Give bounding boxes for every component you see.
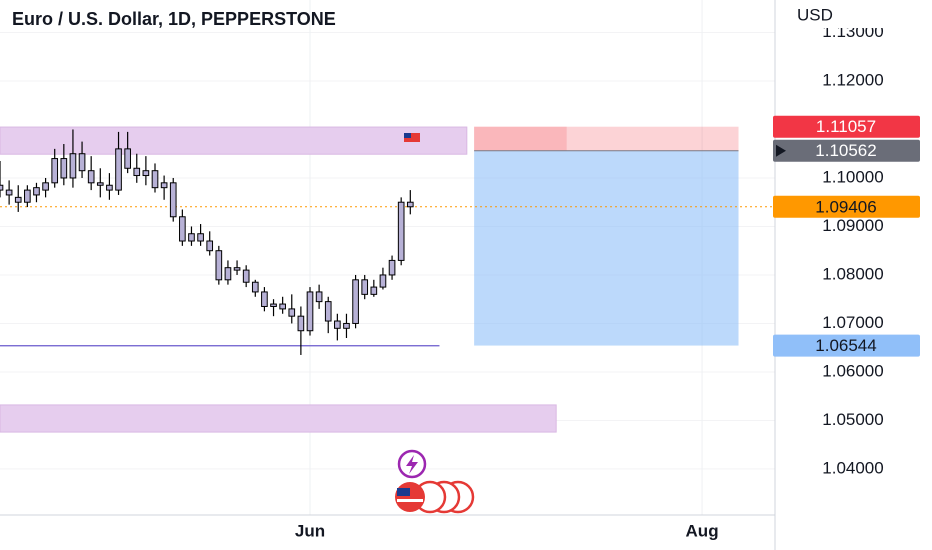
candle-body [397, 201, 405, 261]
target-tag-label: 1.06544 [815, 336, 876, 355]
candle-body [87, 170, 95, 184]
stop-zone-recent [474, 126, 567, 151]
y-tick-label: 1.10000 [822, 167, 883, 186]
candle-body [242, 269, 250, 283]
x-tick-label: Jun [295, 521, 325, 540]
y-tick-label: 1.09000 [822, 216, 883, 235]
candle-body [96, 182, 104, 186]
plot-area [0, 0, 775, 515]
candle-body [406, 201, 414, 208]
candle-body [261, 291, 268, 307]
zone [0, 404, 557, 433]
candle-body [24, 189, 31, 203]
candle-body [233, 267, 241, 271]
candle-body [306, 291, 314, 332]
last-price-tag [773, 195, 920, 218]
candle-body [270, 303, 277, 307]
candle-body [142, 170, 150, 177]
y-tick-label: 1.06000 [822, 361, 883, 380]
price-axis: 1.04000 1.05000 1.06000 1.07000 1.08000 1.090… [773, 22, 920, 477]
last-price-tag-label: 1.09406 [815, 197, 876, 216]
candle-body [352, 279, 359, 324]
axis-header [776, 0, 932, 28]
stop-zone [474, 126, 739, 151]
candle-body [215, 250, 223, 281]
event-icons [395, 133, 475, 514]
candle-body [78, 153, 86, 172]
entry-tag-label: 1.10562 [815, 141, 876, 160]
candle-body [42, 182, 49, 191]
candle-body [169, 182, 177, 218]
y-tick-label: 1.05000 [822, 410, 883, 429]
candle-body [197, 233, 204, 242]
candle-body [279, 303, 286, 310]
candle-body [151, 170, 159, 189]
candle-body [361, 279, 369, 295]
candle-body [5, 189, 13, 196]
candle-body [324, 301, 332, 322]
candle-body [133, 167, 141, 177]
candle-body [14, 196, 22, 203]
candle-body [334, 320, 341, 329]
candle-body [106, 184, 113, 191]
chart-title: Euro / U.S. Dollar, 1D, PEPPERSTONE [12, 9, 336, 29]
candle-body [179, 216, 186, 242]
y-tick-label: 1.04000 [822, 458, 883, 477]
target-tag [773, 334, 920, 357]
entry-tag [773, 139, 920, 162]
flag-canton [397, 488, 410, 496]
candle-body [206, 240, 214, 252]
y-tick-label: 1.08000 [822, 264, 883, 283]
x-tick-label: Aug [686, 521, 719, 540]
candle-body [115, 148, 122, 191]
candle-body [379, 274, 387, 288]
currency: USD [797, 5, 833, 24]
candle-body [60, 158, 68, 179]
candle-body [297, 315, 305, 332]
entry-arrow [776, 144, 786, 157]
lightning-bolt [406, 455, 418, 474]
y-tick-label: 1.12000 [822, 70, 883, 89]
candle-body [33, 187, 40, 196]
flag-mini [404, 133, 420, 142]
candle-body [370, 286, 378, 295]
candle-body [251, 281, 259, 293]
candle-body [388, 259, 396, 276]
zone [0, 126, 468, 155]
candle-body [124, 148, 131, 169]
candle-body [288, 308, 296, 317]
target-zone [474, 150, 739, 346]
flag-icon [395, 482, 425, 512]
y-tick-label: 1.07000 [822, 313, 883, 332]
candle-body [160, 182, 168, 189]
stop-tag-label: 1.11057 [816, 117, 876, 136]
candle-body [343, 322, 350, 329]
candle-body [51, 158, 59, 184]
flag-mini-canton [404, 133, 411, 138]
candle-body [224, 267, 232, 281]
flag-stripe [397, 499, 423, 502]
candle-body [188, 233, 195, 242]
candle-body [0, 184, 4, 191]
stop-tag [773, 115, 920, 138]
candle-body [69, 153, 77, 179]
candle-body [315, 291, 323, 303]
